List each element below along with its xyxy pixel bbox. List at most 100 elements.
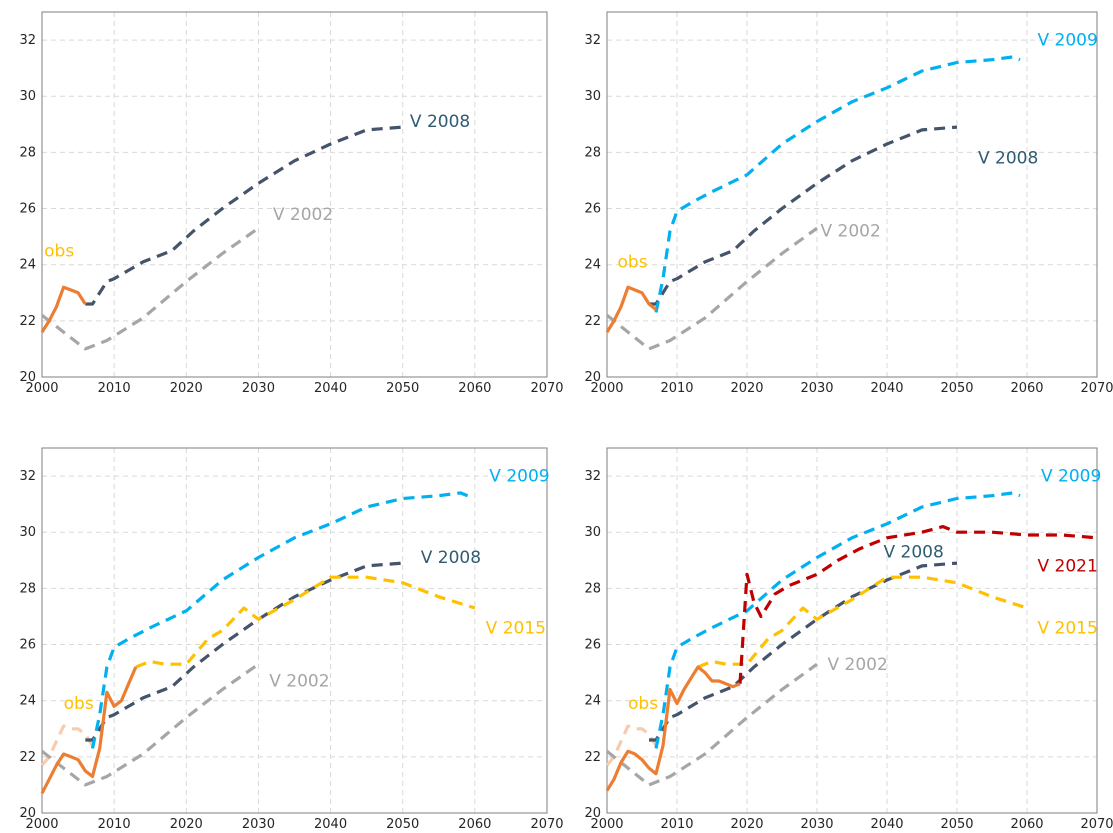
x-tick-label: 2020 [170, 817, 203, 832]
chart-panel-3: 20 22 24 26 28 30 32 2000 2010 2020 2030 2040 2050 20… [0, 447, 564, 833]
x-tick-label: 2000 [25, 381, 58, 396]
x-tick-label: 2020 [730, 817, 763, 832]
x-tick-label: 2000 [25, 817, 58, 832]
plot-frame [606, 11, 1098, 378]
y-tick-label: 28 [584, 145, 601, 160]
chart-svg: 20 22 24 26 28 30 32 2000 2010 2020 2030 2040 2050 20… [584, 447, 1113, 832]
x-tick-label: 2060 [1010, 817, 1043, 832]
y-tick-label: 26 [19, 202, 36, 217]
y-tick-label: 22 [584, 750, 601, 765]
series-label-obs: obs [44, 241, 74, 261]
x-tick-label: 2020 [170, 381, 203, 396]
x-tick-label: 2050 [940, 817, 973, 832]
x-tick-label: 2060 [458, 381, 491, 396]
series-line-v-2009 [654, 491, 1021, 749]
x-tick-label: 2030 [800, 381, 833, 396]
series-line-v-2002 [605, 662, 818, 787]
series-line-v-2009 [90, 491, 469, 749]
y-tick-label: 30 [19, 89, 36, 104]
x-tick-label: 2050 [940, 381, 973, 396]
x-tick-label: 2070 [530, 381, 563, 396]
y-tick-label: 32 [584, 33, 601, 48]
x-tick-label: 2060 [458, 817, 491, 832]
chart-svg: 20 22 24 26 28 30 32 2000 2010 2020 2030 2040 2050 20… [584, 11, 1113, 396]
series-line-v-2002 [41, 226, 260, 351]
series-label-v-2002: V 2002 [269, 672, 329, 692]
x-tick-label: 2070 [1080, 381, 1113, 396]
series-label-v-2002: V 2002 [828, 655, 888, 675]
series-line-v-2015 [697, 575, 1028, 669]
chart-panel-4: 20 22 24 26 28 30 32 2000 2010 2020 2030 2040 2050 20… [565, 447, 1113, 833]
y-tick-label: 28 [19, 145, 36, 160]
y-tick-label: 20 [19, 806, 36, 821]
series-label-v-2015: V 2015 [1038, 618, 1098, 638]
series-line-obs [40, 666, 138, 795]
y-tick-label: 30 [584, 525, 601, 540]
x-tick-label: 2040 [870, 817, 903, 832]
series-label-v-2008: V 2008 [421, 548, 481, 568]
series-line-obs [605, 724, 658, 767]
series-label-v-2009: V 2009 [1038, 31, 1098, 51]
x-tick-label: 2000 [590, 381, 623, 396]
series-label-v-2015: V 2015 [486, 618, 546, 638]
y-tick-label: 24 [584, 258, 601, 273]
y-tick-label: 24 [19, 694, 36, 709]
series-label-obs: obs [618, 253, 648, 273]
x-tick-label: 2010 [98, 381, 131, 396]
series-label-v-2002: V 2002 [273, 205, 333, 225]
series-line-v-2002 [41, 662, 260, 787]
y-tick-label: 28 [19, 581, 36, 596]
y-tick-label: 24 [19, 258, 36, 273]
series-label-v-2021: V 2021 [1038, 557, 1098, 577]
series-label-v-2009: V 2009 [1041, 467, 1101, 487]
x-tick-label: 2010 [660, 381, 693, 396]
y-tick-label: 32 [19, 469, 36, 484]
y-tick-label: 20 [584, 806, 601, 821]
x-tick-label: 2030 [800, 817, 833, 832]
x-tick-label: 2040 [314, 381, 347, 396]
y-tick-label: 30 [584, 89, 601, 104]
x-tick-label: 2030 [242, 381, 275, 396]
series-line-v-2009 [654, 55, 1021, 313]
x-tick-label: 2070 [530, 817, 563, 832]
y-tick-label: 24 [584, 694, 601, 709]
series-line-obs [605, 665, 741, 792]
series-label-obs: obs [628, 694, 658, 714]
x-tick-label: 2020 [730, 381, 763, 396]
series-line-v-2008 [85, 125, 403, 306]
series-line-v-2008 [649, 561, 958, 742]
chart-svg: 20 22 24 26 28 30 32 2000 2010 2020 2030 2040 2050 20… [19, 447, 564, 832]
y-tick-label: 26 [584, 638, 601, 653]
series-line-obs [40, 285, 87, 333]
series-label-v-2009: V 2009 [489, 467, 549, 487]
plot-frame [41, 11, 548, 378]
y-tick-label: 26 [584, 202, 601, 217]
chart-svg: 20 22 24 26 28 30 32 2000 2010 2020 2030 2040 2050 20… [19, 11, 564, 396]
x-tick-label: 2050 [386, 817, 419, 832]
series-label-v-2008: V 2008 [884, 543, 944, 563]
series-label-v-2002: V 2002 [821, 222, 881, 242]
series-label-v-2008: V 2008 [978, 149, 1038, 169]
x-tick-label: 2040 [870, 381, 903, 396]
x-tick-label: 2030 [242, 817, 275, 832]
y-tick-label: 26 [19, 638, 36, 653]
series-line-v-2008 [649, 125, 958, 306]
chart-panel-1: 20 22 24 26 28 30 32 2000 2010 2020 2030 2040 2050 20… [0, 11, 564, 397]
x-tick-label: 2060 [1010, 381, 1043, 396]
chart-panel-2: 20 22 24 26 28 30 32 2000 2010 2020 2030 2040 2050 20… [565, 11, 1113, 397]
series-label-v-2008: V 2008 [410, 112, 470, 132]
series-line-obs [40, 724, 94, 767]
x-tick-label: 2050 [386, 381, 419, 396]
y-tick-label: 30 [19, 525, 36, 540]
series-label-obs: obs [64, 694, 94, 714]
y-tick-label: 28 [584, 581, 601, 596]
series-line-v-2008 [85, 561, 403, 742]
y-tick-label: 20 [19, 370, 36, 385]
x-tick-label: 2010 [98, 817, 131, 832]
y-tick-label: 32 [584, 469, 601, 484]
y-tick-label: 32 [19, 33, 36, 48]
series-line-obs [605, 285, 657, 333]
y-tick-label: 22 [584, 314, 601, 329]
plot-frame [606, 447, 1098, 814]
